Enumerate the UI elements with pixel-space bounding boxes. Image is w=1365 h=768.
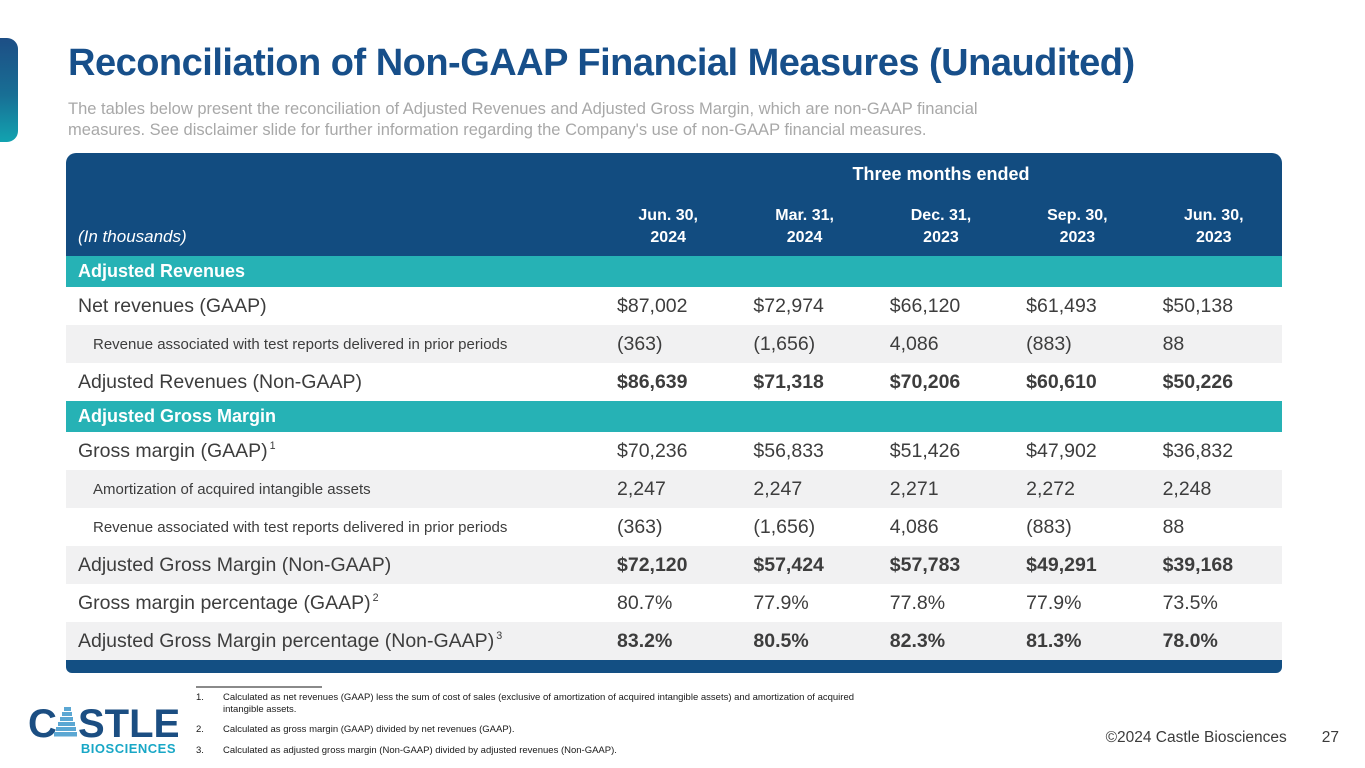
footnotes: 1. Calculated as net revenues (GAAP) les… <box>196 692 906 765</box>
castle-tower-icon <box>54 707 77 737</box>
table-bottom-bar <box>66 660 1282 673</box>
column-header: Dec. 31, 2023 <box>910 207 972 246</box>
copyright-text: ©2024 Castle Biosciences <box>1105 729 1287 746</box>
footnote-1: 1. Calculated as net revenues (GAAP) les… <box>196 692 855 715</box>
table-header: (In thousands) Three months ended Jun. 3… <box>66 153 1282 256</box>
column-header: Sep. 30, 2023 <box>1047 207 1108 246</box>
table-row: Revenue associated with test reports del… <box>66 325 1282 363</box>
table-row: Gross margin (GAAP) 1 $70,236 $56,833 $51… <box>66 432 1282 470</box>
logo-subword: BIOSCIENCES <box>81 741 176 756</box>
section-header-adjusted-gross-margin: Adjusted Gross Margin <box>66 401 1282 432</box>
table-row: Amortization of acquired intangible asse… <box>66 470 1282 508</box>
span-header: Three months ended <box>852 164 1030 184</box>
table-row: Revenue associated with test reports del… <box>66 508 1282 546</box>
unit-label: (In thousands) <box>78 227 187 246</box>
footnote-2: 2. Calculated as gross margin (GAAP) div… <box>196 724 515 735</box>
table-row: Gross margin percentage (GAAP) 2 80.7% 77… <box>66 584 1282 622</box>
column-header: Jun. 30, 2023 <box>1183 207 1244 246</box>
slide-footer: ©2024 Castle Biosciences 27 <box>1106 729 1339 747</box>
table-row: Adjusted Gross Margin percentage (Non-GA… <box>66 622 1282 660</box>
reconciliation-table: (In thousands) Three months ended Jun. 3… <box>66 153 1282 673</box>
castle-biosciences-logo: C STLE BIOSCIENCES <box>28 699 180 766</box>
subtitle-line-2: measures. See disclaimer slide for furth… <box>68 121 927 139</box>
page-title: Reconciliation of Non-GAAP Financial Mea… <box>68 42 1135 84</box>
footnote-divider <box>196 686 322 688</box>
footnote-3: 3. Calculated as adjusted gross margin (… <box>196 744 617 756</box>
subtitle-line-1: The tables below present the reconciliat… <box>68 100 978 118</box>
logo-word-part1: C <box>28 702 57 746</box>
table-row: Net revenues (GAAP) $87,002 $72,974 $66,… <box>66 287 1282 325</box>
left-accent-bar <box>0 38 18 142</box>
table-row: Adjusted Revenues (Non-GAAP) $86,639 $71… <box>66 363 1282 401</box>
page-number: 27 <box>1321 729 1339 746</box>
column-header: Mar. 31, 2024 <box>775 207 834 246</box>
section-header-adjusted-revenues: Adjusted Revenues <box>66 256 1282 287</box>
table-row: Adjusted Gross Margin (Non-GAAP) $72,120… <box>66 546 1282 584</box>
column-headers: Jun. 30, 2024 Mar. 31, 2024 Dec. 31, 202… <box>600 205 1282 248</box>
logo-word-part2: STLE <box>78 702 178 746</box>
subtitle: The tables below present the reconciliat… <box>68 99 978 141</box>
column-header: Jun. 30, 2024 <box>638 207 698 246</box>
